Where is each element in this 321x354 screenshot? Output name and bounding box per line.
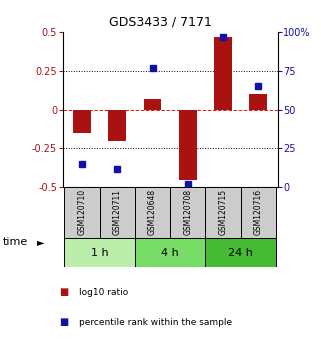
Bar	[135, 187, 170, 238]
Text: log10 ratio: log10 ratio	[79, 287, 128, 297]
Text: 24 h: 24 h	[228, 248, 253, 258]
Bar	[108, 110, 126, 141]
Text: GSM120708: GSM120708	[183, 189, 192, 235]
Text: ■: ■	[59, 287, 69, 297]
Text: GDS3433 / 7171: GDS3433 / 7171	[109, 16, 212, 29]
Bar	[179, 110, 196, 179]
Bar	[144, 99, 161, 110]
Text: ■: ■	[59, 317, 69, 327]
Bar	[249, 94, 267, 110]
Text: GSM120711: GSM120711	[113, 189, 122, 235]
Bar	[64, 187, 100, 238]
Text: 4 h: 4 h	[161, 248, 179, 258]
Text: GSM120715: GSM120715	[219, 189, 228, 235]
Text: time: time	[3, 237, 29, 247]
Bar	[214, 36, 232, 110]
Bar	[205, 238, 276, 267]
Bar	[100, 187, 135, 238]
Text: percentile rank within the sample: percentile rank within the sample	[79, 318, 232, 327]
Text: ►: ►	[37, 237, 44, 247]
Text: GSM120648: GSM120648	[148, 189, 157, 235]
Bar	[241, 187, 276, 238]
Bar	[64, 238, 135, 267]
Bar	[73, 110, 91, 133]
Bar	[205, 187, 241, 238]
Text: GSM120716: GSM120716	[254, 189, 263, 235]
Bar	[135, 238, 205, 267]
Text: GSM120710: GSM120710	[77, 189, 86, 235]
Text: 1 h: 1 h	[91, 248, 108, 258]
Bar	[170, 187, 205, 238]
